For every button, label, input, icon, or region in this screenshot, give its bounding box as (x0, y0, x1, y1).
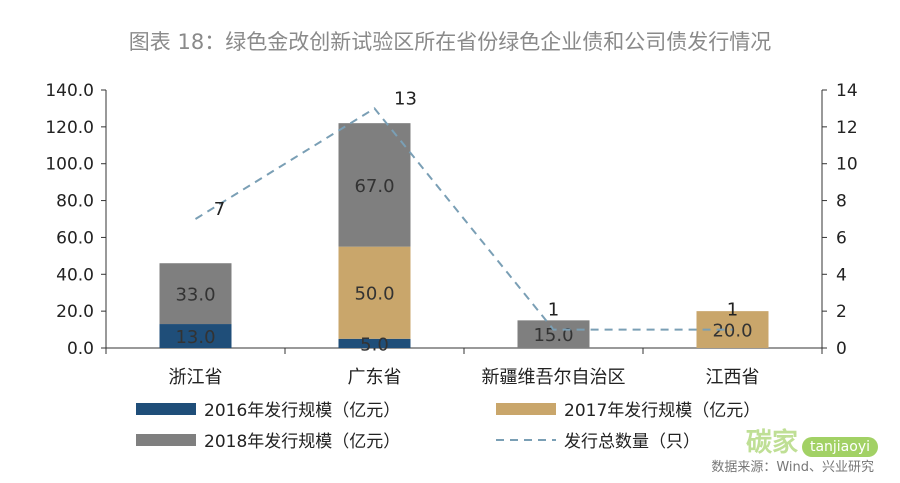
y-right-tick-label: 0 (836, 339, 847, 359)
y-left-tick-label: 20.0 (56, 302, 94, 322)
bar-segment (338, 246, 411, 339)
y-right-tick-label: 12 (836, 118, 858, 138)
y-left-tick-label: 100.0 (45, 155, 94, 175)
count-point-label: 13 (394, 88, 417, 109)
bars (159, 123, 769, 348)
count-line: 7 13 1 1 (194, 88, 738, 331)
legend-swatch (136, 403, 196, 415)
y-left-tick-label: 80.0 (56, 192, 94, 212)
bar-value-label: 5.0 (360, 334, 389, 355)
y-right-tick-label: 10 (836, 155, 858, 175)
count-point-label: 1 (548, 300, 559, 321)
bar-value-label: 20.0 (712, 321, 752, 342)
legend-label: 2017年发行规模（亿元） (564, 401, 760, 421)
x-tick-label: 江西省 (706, 367, 760, 388)
count-point-label: 1 (727, 300, 738, 321)
y-left-tick-label: 140.0 (45, 81, 94, 101)
y-left-tick-label: 40.0 (56, 265, 94, 285)
legend-label: 2016年发行规模（亿元） (204, 401, 400, 421)
count-line-path (194, 107, 733, 331)
bar-value-label: 50.0 (354, 284, 394, 305)
x-tick-label: 广东省 (348, 367, 402, 388)
bar-value-label: 13.0 (175, 327, 215, 348)
y-left-tick-label: 0.0 (67, 339, 94, 359)
y-right-tick-label: 8 (836, 192, 847, 212)
y-right-tick-label: 2 (836, 302, 847, 322)
legend-swatch (136, 434, 196, 446)
bar-segment (159, 324, 232, 348)
legend-label: 2018年发行规模（亿元） (204, 432, 400, 452)
bar-segment (338, 338, 411, 348)
bar-segment (517, 320, 590, 348)
data-source: 数据来源：Wind、兴业研究 (711, 460, 874, 475)
chart-title: 图表 18：绿色金改创新试验区所在省份绿色企业债和公司债发行情况 (128, 30, 772, 54)
bar-labels: 13.0 5.050.020.033.067.015.0 (175, 176, 752, 355)
bar-value-label: 33.0 (175, 285, 215, 306)
bar-segment (338, 123, 411, 247)
y-left-tick-label: 60.0 (56, 228, 94, 248)
x-tick-label: 浙江省 (169, 367, 223, 388)
y-left-tick-label: 120.0 (45, 118, 94, 138)
y-right-tick-label: 6 (836, 228, 847, 248)
legend: 2016年发行规模（亿元） 2017年发行规模（亿元） 2018年发行规模（亿元） 发… (136, 401, 760, 452)
watermark-domain: tanjiaoyi (801, 436, 878, 457)
y-right-tick-label: 14 (836, 81, 858, 101)
legend-label: 发行总数量（只） (564, 432, 700, 452)
y-right-tick-label: 4 (836, 265, 847, 285)
count-point-label: 7 (214, 199, 225, 220)
legend-swatch (496, 403, 556, 415)
x-tick-label: 新疆维吾尔自治区 (482, 367, 626, 388)
watermark: 碳家 tanjiaoyi (746, 422, 878, 459)
bar-value-label: 67.0 (354, 176, 394, 197)
axes: 0.020.040.060.080.0100.0120.0140.0024681… (45, 81, 857, 388)
watermark-brand: 碳家 (745, 428, 798, 458)
bar-segment (159, 263, 232, 325)
